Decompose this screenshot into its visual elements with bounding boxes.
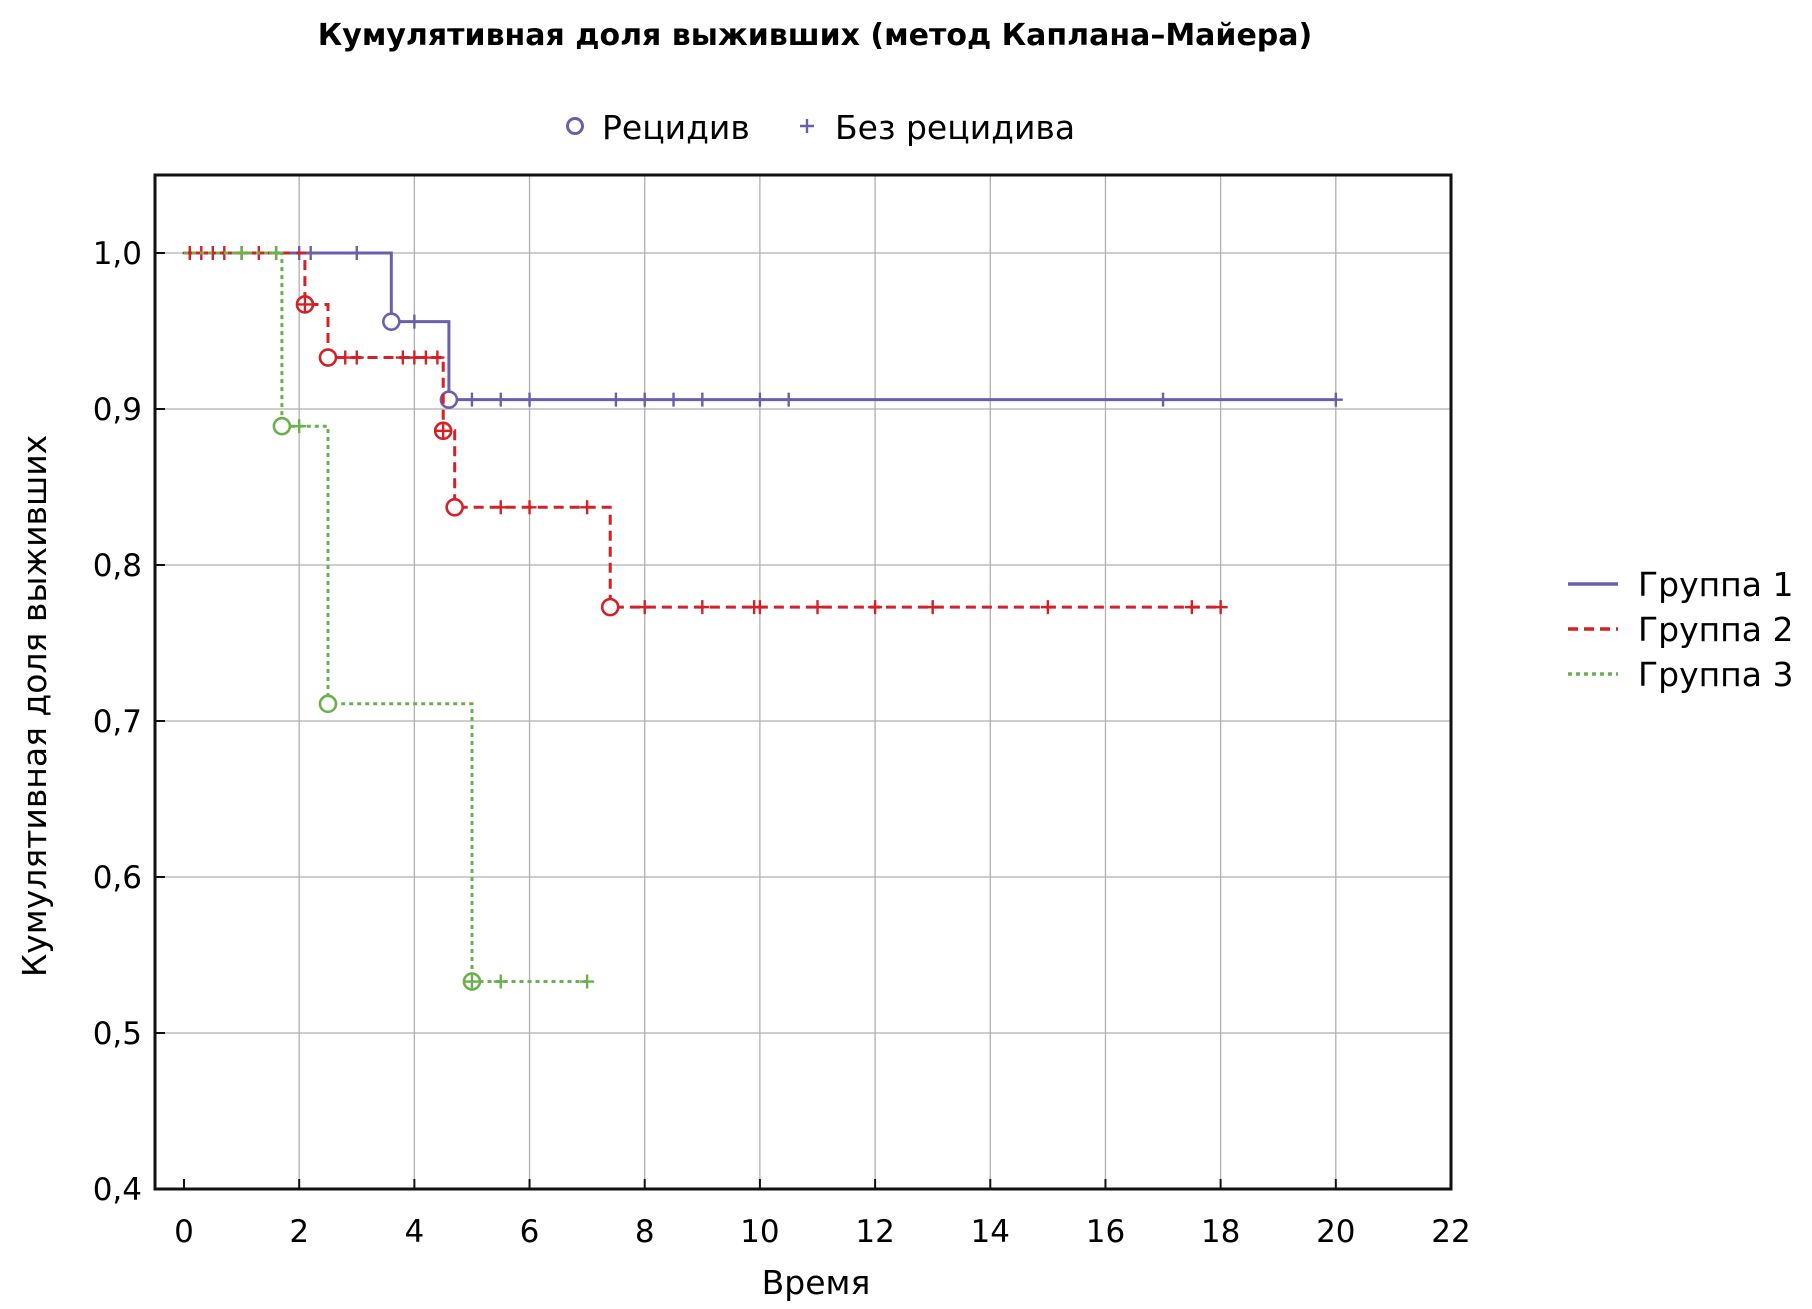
series-legend: Группа 1 Группа 2 Группа 3	[1568, 565, 1793, 694]
y-tick-label: 0,4	[93, 1172, 142, 1208]
censor-marker	[493, 974, 508, 989]
censor-marker	[752, 392, 767, 407]
y-tick-label: 0,5	[93, 1016, 142, 1052]
event-marker	[445, 497, 464, 517]
censor-marker	[522, 500, 537, 515]
series-2	[182, 246, 1228, 617]
x-tick-label: 2	[289, 1214, 309, 1250]
censor-marker	[493, 500, 508, 515]
x-tick-label: 18	[1201, 1214, 1240, 1250]
censor-marker	[407, 314, 422, 329]
censor-marker	[1156, 392, 1171, 407]
censor-marker	[695, 392, 710, 407]
x-tick-label: 20	[1316, 1214, 1355, 1250]
x-tick-label: 0	[174, 1214, 194, 1250]
censor-marker	[1040, 600, 1055, 615]
x-tick-label: 6	[520, 1214, 540, 1250]
censor-marker	[297, 297, 312, 312]
censor-marker	[1184, 600, 1199, 615]
event-marker	[382, 312, 401, 331]
x-tick-label: 12	[855, 1214, 894, 1250]
censor-marker	[349, 246, 364, 260]
censor-marker	[522, 392, 537, 407]
censor-marker	[493, 392, 508, 407]
event-marker	[272, 416, 292, 436]
event-marker	[318, 694, 338, 714]
censor-marker	[781, 392, 796, 407]
series-line	[184, 251, 1221, 609]
y-axis: 0,4 0,5 0,6 0,7 0,8 0,9 1,0	[93, 236, 165, 1208]
event-marker	[600, 597, 620, 617]
series-legend-label: Группа 1	[1638, 565, 1793, 604]
series-group	[182, 246, 1343, 991]
censor-marker	[269, 246, 284, 260]
y-tick-label: 0,8	[93, 548, 142, 584]
censor-marker	[580, 974, 595, 989]
y-tick-label: 1,0	[93, 236, 142, 272]
x-tick-label: 4	[404, 1214, 424, 1250]
y-axis-label: Кумулятивная доля выживших	[15, 435, 54, 977]
censor-marker	[234, 246, 249, 260]
series-3	[184, 246, 595, 991]
y-tick-label: 0,6	[93, 860, 142, 896]
series-1	[184, 246, 1343, 409]
censor-marker	[637, 600, 652, 615]
series-legend-label: Группа 2	[1638, 610, 1793, 649]
censor-marker	[666, 392, 681, 407]
event-marker	[439, 390, 459, 409]
marker-legend-label: Рецидив	[602, 108, 750, 147]
chart-title: Кумулятивная доля выживших (метод Каплан…	[318, 18, 1312, 53]
x-tick-label: 22	[1431, 1214, 1470, 1250]
legend-plus-icon	[800, 119, 814, 133]
x-tick-label: 16	[1086, 1214, 1125, 1250]
marker-legend-label: Без рецидива	[835, 108, 1075, 147]
censor-marker	[349, 350, 364, 365]
censor-marker	[430, 350, 445, 365]
y-tick-label: 0,9	[93, 392, 142, 428]
marker-legend: Рецидив Без рецидива	[566, 108, 1075, 147]
censor-marker	[695, 600, 710, 615]
censor-marker	[292, 419, 307, 434]
grid	[155, 175, 1451, 1189]
censor-marker	[752, 600, 767, 615]
censor-marker	[925, 600, 940, 615]
censor-marker	[464, 392, 479, 407]
censor-marker	[868, 600, 883, 615]
censor-marker	[436, 423, 451, 438]
censor-marker	[637, 392, 652, 407]
series-line	[184, 251, 588, 983]
x-tick-label: 10	[740, 1214, 779, 1250]
plot-frame	[153, 173, 1453, 1191]
censor-marker	[608, 392, 623, 407]
x-axis: 0 2 4 6 8 10 12 14 16 18 20 22	[174, 1179, 1471, 1250]
x-axis-label: Время	[762, 1263, 871, 1302]
event-marker	[318, 348, 338, 367]
censor-marker	[810, 600, 825, 615]
censor-marker	[1328, 392, 1343, 407]
censor-marker	[464, 974, 479, 989]
censor-marker	[580, 500, 595, 515]
y-tick-label: 0,7	[93, 704, 142, 740]
x-tick-label: 14	[971, 1214, 1010, 1250]
x-tick-label: 8	[635, 1214, 655, 1250]
series-legend-label: Группа 3	[1638, 655, 1793, 694]
censor-marker	[1213, 600, 1228, 615]
legend-circle-icon	[566, 117, 584, 135]
